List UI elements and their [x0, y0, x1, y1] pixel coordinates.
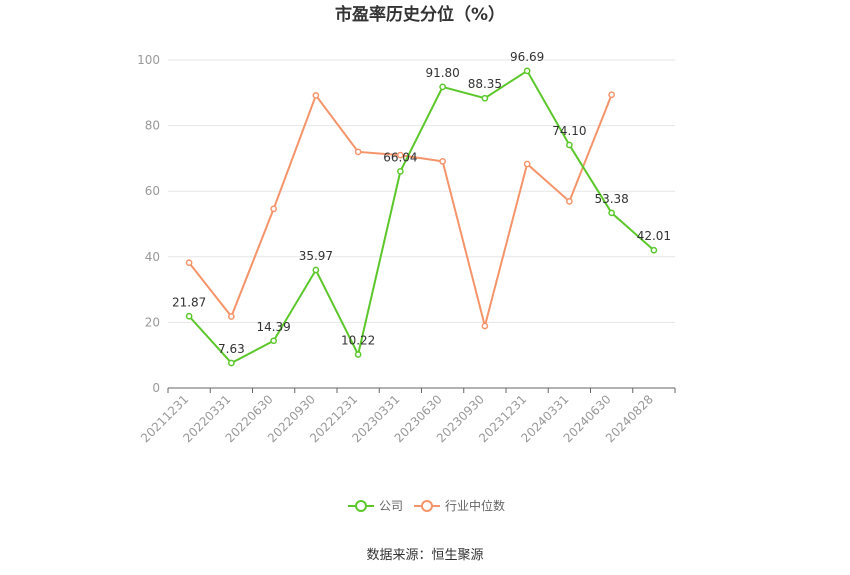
y-tick-label: 60 — [145, 184, 160, 198]
data-point[interactable] — [439, 158, 446, 165]
data-point[interactable] — [312, 266, 320, 274]
y-tick-label: 80 — [145, 119, 160, 133]
data-point[interactable] — [185, 312, 193, 320]
legend[interactable]: 公司 行业中位数 — [348, 498, 505, 513]
data-point[interactable] — [397, 151, 404, 159]
data-label: 74.10 — [552, 124, 586, 138]
source-note: 数据来源：恒生聚源 — [366, 548, 483, 563]
data-label: 7.63 — [218, 342, 245, 356]
data-label: 42.01 — [637, 229, 671, 243]
data-point[interactable] — [523, 67, 531, 75]
data-point[interactable] — [270, 337, 277, 345]
data-point[interactable] — [650, 246, 658, 254]
data-labels: 21.87 7.63 14.39 35.97 10.22 66.04 91.80 88.35 9… — [172, 50, 671, 356]
x-axis: 2021123120220331202206302022093020221231… — [138, 387, 676, 445]
data-point[interactable] — [439, 83, 446, 91]
y-tick-label: 40 — [145, 250, 160, 264]
data-label: 35.97 — [299, 249, 333, 263]
data-point[interactable] — [228, 313, 235, 320]
legend-item-1[interactable]: 行业中位数 — [414, 498, 505, 513]
legend-marker — [355, 500, 367, 512]
y-tick-label: 100 — [137, 53, 160, 67]
y-tick-label: 20 — [145, 315, 160, 329]
series-layer — [185, 67, 658, 367]
data-point[interactable] — [228, 359, 235, 367]
y-tick-label: 0 — [152, 381, 160, 395]
data-point[interactable] — [312, 92, 320, 99]
data-label: 91.80 — [425, 66, 459, 80]
data-label: 66.04 — [383, 150, 417, 164]
data-point[interactable] — [608, 209, 615, 217]
series-1 — [185, 91, 615, 331]
data-label: 53.38 — [594, 192, 628, 206]
chart-title: 市盈率历史分位（%） — [335, 4, 505, 25]
data-label: 21.87 — [172, 295, 206, 309]
series-line — [188, 93, 613, 331]
data-point[interactable] — [397, 168, 404, 175]
data-label: 96.69 — [510, 50, 544, 64]
data-point[interactable] — [608, 91, 615, 99]
legend-item-0[interactable]: 公司 — [348, 499, 403, 513]
data-point[interactable] — [481, 94, 489, 102]
legend-marker — [421, 500, 433, 512]
series-0 — [185, 67, 658, 367]
data-point[interactable] — [523, 160, 531, 168]
data-point[interactable] — [354, 351, 362, 358]
y-axis: 0 20 40 60 80 100 — [137, 53, 160, 395]
data-point[interactable] — [566, 198, 573, 205]
data-label: 88.35 — [468, 77, 502, 91]
data-label: 14.39 — [256, 320, 290, 334]
legend-label: 行业中位数 — [445, 498, 505, 513]
data-label: 10.22 — [341, 333, 375, 347]
data-point[interactable] — [270, 205, 277, 213]
data-point[interactable] — [354, 148, 362, 156]
legend-label: 公司 — [379, 499, 403, 513]
data-point[interactable] — [566, 141, 573, 149]
grid — [168, 59, 675, 323]
series-line — [188, 69, 655, 365]
data-point[interactable] — [481, 322, 489, 330]
data-point[interactable] — [185, 259, 193, 267]
